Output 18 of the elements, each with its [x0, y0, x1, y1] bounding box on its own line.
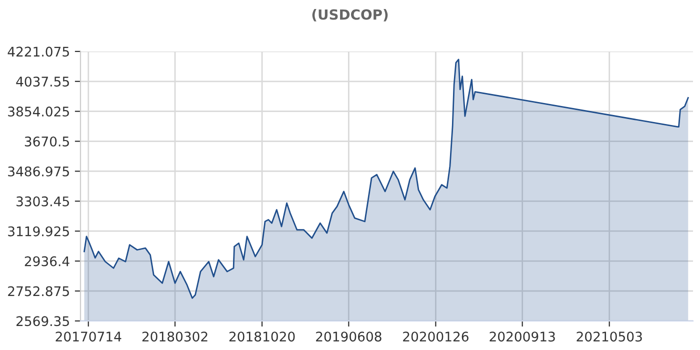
y-tick-label: 4221.075	[8, 46, 69, 57]
y-tick-label: 3670.5	[24, 136, 69, 146]
x-tick-label: 20200913	[490, 332, 555, 342]
x-tick-label: 20181020	[229, 332, 295, 342]
y-tick-label: 3119.925	[8, 226, 69, 236]
y-tick-label: 2752.875	[8, 286, 69, 296]
x-tick-label: 20200126	[403, 332, 468, 342]
x-tick-label: 20170714	[56, 332, 122, 342]
y-tick-label: 2936.4	[24, 256, 70, 266]
x-tick-label: 20190608	[316, 332, 382, 342]
y-tick-label: 3486.975	[8, 166, 69, 176]
y-tick-label: 3854.025	[8, 106, 69, 117]
y-tick-label: 4037.55	[16, 76, 69, 87]
chart-title: (USDCOP)	[312, 9, 388, 22]
y-tick-label: 3303.45	[16, 196, 69, 206]
y-tick-label: 2569.35	[16, 316, 69, 326]
x-tick-label: 20210503	[576, 332, 642, 342]
x-tick-label: 20180302	[142, 332, 208, 342]
